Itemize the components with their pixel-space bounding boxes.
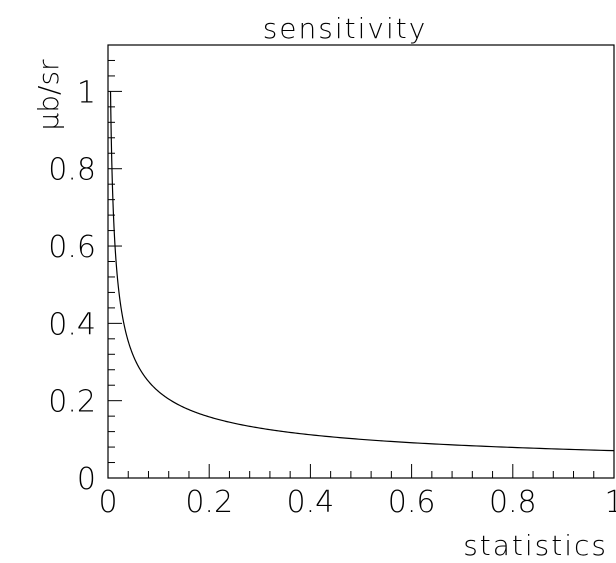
x-tick-label: 0.6 — [388, 485, 436, 520]
x-tick-label: 0.4 — [287, 485, 335, 520]
x-tick-label: 1 — [604, 485, 616, 520]
y-axis-ticks — [108, 44, 122, 479]
y-tick-label: 0.2 — [48, 385, 96, 420]
y-tick-label: 1 — [77, 75, 96, 110]
x-tick-labels: 0 0.2 0.4 0.6 0.8 1 — [98, 485, 616, 520]
x-tick-label: 0 — [98, 485, 117, 520]
x-axis-label: statistics — [463, 529, 608, 562]
y-tick-label: 0 — [77, 462, 96, 497]
x-axis-ticks — [107, 464, 615, 478]
x-tick-label: 0.8 — [489, 485, 537, 520]
sensitivity-curve — [109, 91, 615, 452]
y-tick-labels: 0 0.2 0.4 0.6 0.8 1 — [48, 75, 96, 497]
y-tick-label: 0.8 — [48, 153, 96, 188]
y-axis-label: μb/sr — [32, 59, 65, 131]
y-tick-label: 0.6 — [48, 230, 96, 265]
chart-title: sensitivity — [263, 12, 428, 45]
x-tick-label: 0.2 — [185, 485, 233, 520]
y-tick-label: 0.4 — [48, 307, 96, 342]
plot-frame — [107, 44, 615, 479]
